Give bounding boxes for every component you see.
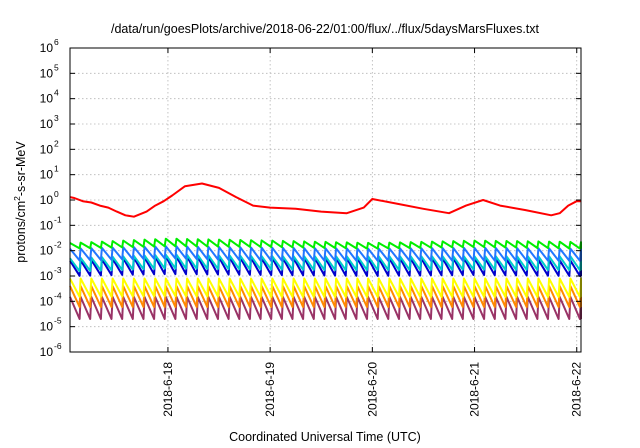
y-tick-exponent: -6 [54,341,62,351]
y-axis: 10 -610 -510 -410 -310 -210 -110 010 110 210 310 41… [40,37,581,359]
series-line-0 [69,182,581,218]
y-tick-exponent: -5 [54,316,62,326]
y-tick-label: 10 [40,218,54,232]
y-tick-exponent: 5 [54,62,59,72]
series-line-6 [69,285,582,308]
y-tick-exponent: 4 [54,88,59,98]
series-line-1 [69,237,582,250]
series-line-2 [69,245,582,262]
chart-title: /data/run/goesPlots/archive/2018-06-22/0… [111,22,540,36]
x-tick-label: 2018-6-18 [161,362,175,417]
y-axis-label-base: protons/cm [14,201,28,263]
y-tick-label: 10 [40,92,54,106]
x-axis-label: Coordinated Universal Time (UTC) [229,430,421,444]
y-tick-label: 10 [40,142,54,156]
y-tick-exponent: 2 [54,138,59,148]
y-tick-exponent: -4 [54,290,62,300]
y-tick-exponent: -1 [54,214,62,224]
y-tick-exponent: 6 [54,37,59,47]
y-tick-exponent: 0 [54,189,59,199]
series-line-4 [69,255,582,277]
y-tick-label: 10 [40,345,54,359]
y-tick-exponent: -2 [54,240,62,250]
x-axis: 2018-6-18 2018-6-19 2018-6-20 2018-6-21 2018… [161,48,584,417]
y-tick-exponent: -3 [54,265,62,275]
y-tick-label: 10 [40,294,54,308]
series-line-7 [69,295,582,320]
x-tick-label: 2018-6-21 [468,362,482,417]
y-axis-label-rest: -s-sr-MeV [14,141,28,197]
series-line-3 [69,253,582,273]
y-tick-exponent: 3 [54,113,59,123]
y-axis-label-sup: 2 [12,196,22,201]
y-tick-label: 10 [40,193,54,207]
series-line-5 [69,277,582,298]
y-tick-label: 10 [40,41,54,55]
x-tick-label: 2018-6-22 [570,362,584,417]
x-tick-label: 2018-6-19 [263,362,277,417]
y-tick-exponent: 1 [54,164,59,174]
y-tick-label: 10 [40,66,54,80]
y-tick-label: 10 [40,244,54,258]
x-tick-label: 2018-6-20 [365,362,379,417]
y-tick-label: 10 [40,320,54,334]
y-axis-label: protons/cm2-s-sr-MeV [12,141,28,263]
y-tick-label: 10 [40,168,54,182]
series-layer [69,182,582,320]
y-tick-label: 10 [40,269,54,283]
y-tick-label: 10 [40,117,54,131]
